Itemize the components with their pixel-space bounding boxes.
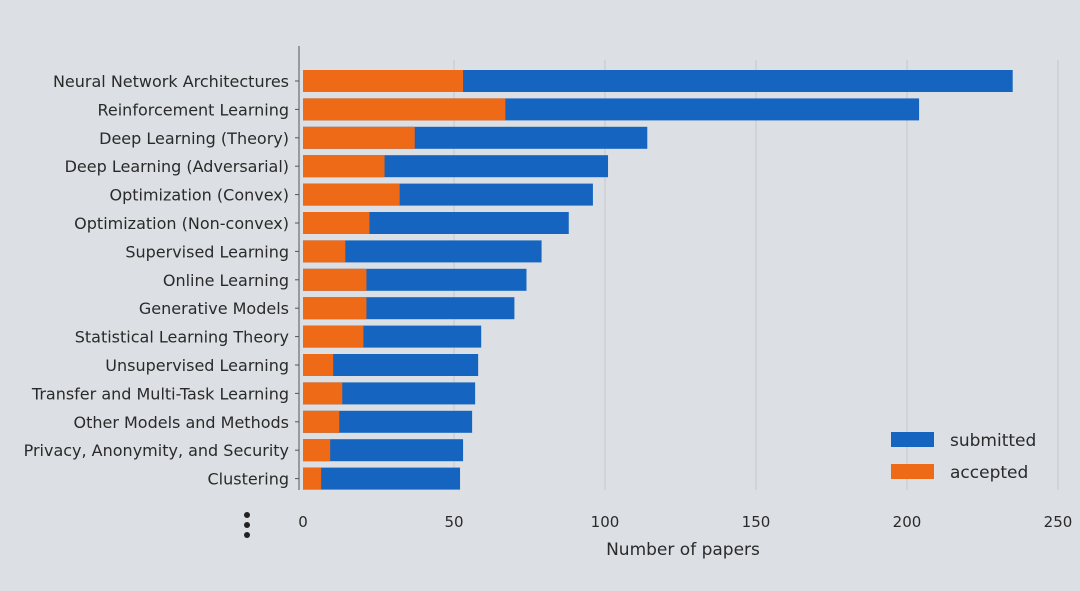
bar-accepted	[303, 439, 331, 462]
x-tick-label: 250	[1044, 513, 1073, 531]
y-tick-label: Neural Network Architectures	[53, 72, 289, 91]
x-tick-label: 150	[742, 513, 771, 531]
bar-accepted	[303, 354, 334, 376]
y-tick-label: Clustering	[207, 470, 289, 489]
y-tick-label: Deep Learning (Adversarial)	[65, 157, 289, 176]
bar-accepted	[303, 98, 506, 121]
bar-submitted	[303, 467, 461, 490]
y-tick-label: Privacy, Anonymity, and Security	[24, 441, 289, 460]
bar-submitted	[303, 240, 542, 263]
bar-accepted	[303, 212, 370, 234]
y-tick-label: Deep Learning (Theory)	[99, 129, 289, 148]
bar-accepted	[303, 70, 464, 92]
bar-submitted	[303, 70, 1013, 92]
y-tick-label: Other Models and Methods	[73, 413, 289, 432]
y-tick-label: Unsupervised Learning	[105, 356, 289, 375]
bar-accepted	[303, 126, 415, 149]
bar-accepted	[303, 382, 343, 405]
more-options-dots-icon[interactable]	[241, 512, 253, 546]
x-tick-label: 0	[298, 513, 308, 531]
legend-label: submitted	[950, 431, 1036, 451]
bar-accepted	[303, 297, 367, 320]
legend-swatch	[891, 432, 934, 447]
y-tick-label: Online Learning	[163, 271, 289, 290]
bar-submitted	[303, 439, 464, 462]
y-tick-label: Optimization (Non-convex)	[74, 214, 289, 233]
y-tick-label: Transfer and Multi-Task Learning	[31, 384, 289, 403]
bar-accepted	[303, 268, 367, 291]
bar-accepted	[303, 467, 322, 490]
bar-accepted	[303, 410, 340, 433]
legend-label: accepted	[950, 463, 1028, 483]
y-tick-label: Generative Models	[139, 299, 289, 318]
bar-accepted	[303, 240, 346, 263]
bar-submitted	[303, 354, 479, 376]
y-tick-label: Statistical Learning Theory	[75, 328, 289, 347]
bar-submitted	[303, 410, 473, 433]
y-tick-label: Reinforcement Learning	[97, 100, 289, 119]
bar-submitted	[303, 382, 476, 405]
x-tick-label: 50	[444, 513, 463, 531]
bar-accepted	[303, 325, 364, 348]
bar-accepted	[303, 183, 400, 206]
x-tick-label: 100	[591, 513, 620, 531]
x-axis-label: Number of papers	[606, 540, 760, 560]
legend-swatch	[891, 464, 934, 479]
x-tick-label: 200	[893, 513, 922, 531]
y-tick-label: Supervised Learning	[125, 242, 289, 261]
y-tick-label: Optimization (Convex)	[109, 186, 289, 205]
bar-accepted	[303, 155, 385, 178]
